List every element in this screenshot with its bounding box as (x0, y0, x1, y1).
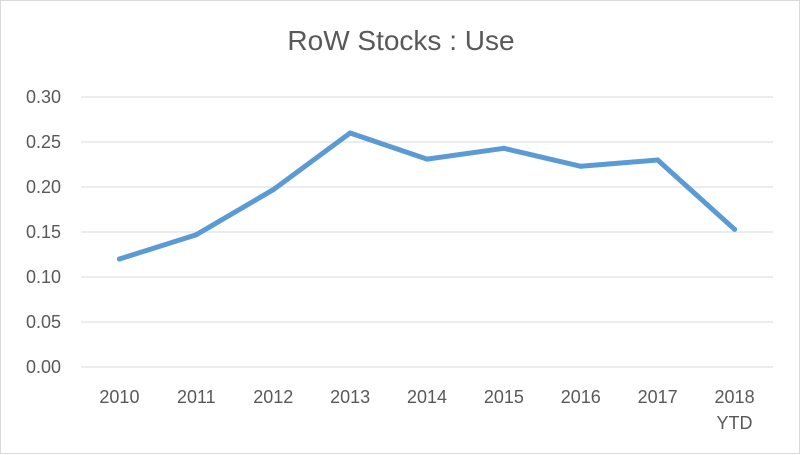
y-axis: 0.00 0.05 0.10 0.15 0.20 0.25 0.30 (26, 87, 61, 377)
y-tick-label: 0.25 (26, 132, 61, 152)
chart-title: RoW Stocks : Use (287, 25, 515, 56)
data-point (347, 130, 353, 136)
x-tick-label: 2011 (177, 387, 216, 407)
x-axis: 2010 2011 2012 2013 2014 2015 2016 2017 2018 YTD (99, 387, 754, 433)
x-tick-label: 2016 (561, 387, 601, 407)
gridlines (81, 96, 773, 368)
y-tick-label: 0.05 (26, 312, 61, 332)
x-tick-label: 2018 YTD (715, 387, 755, 433)
x-tick-label: 2012 (253, 387, 293, 407)
data-point (578, 163, 584, 169)
series-line (116, 130, 738, 262)
y-tick-label: 0.30 (26, 87, 61, 107)
x-tick-label: 2010 (99, 387, 139, 407)
y-tick-label: 0.20 (26, 177, 61, 197)
x-tick-label: 2013 (330, 387, 370, 407)
data-point (270, 187, 276, 193)
data-point (116, 256, 122, 262)
data-point (193, 232, 199, 238)
x-tick-label: 2014 (407, 387, 447, 407)
data-point (655, 157, 661, 163)
x-tick-label: 2017 (638, 387, 678, 407)
series-group (116, 130, 738, 262)
y-tick-label: 0.15 (26, 222, 61, 242)
data-point (424, 156, 430, 162)
data-point (501, 145, 507, 151)
y-tick-label: 0.10 (26, 267, 61, 287)
x-tick-label: 2015 (484, 387, 524, 407)
data-point (732, 226, 738, 232)
y-tick-label: 0.00 (26, 357, 61, 377)
